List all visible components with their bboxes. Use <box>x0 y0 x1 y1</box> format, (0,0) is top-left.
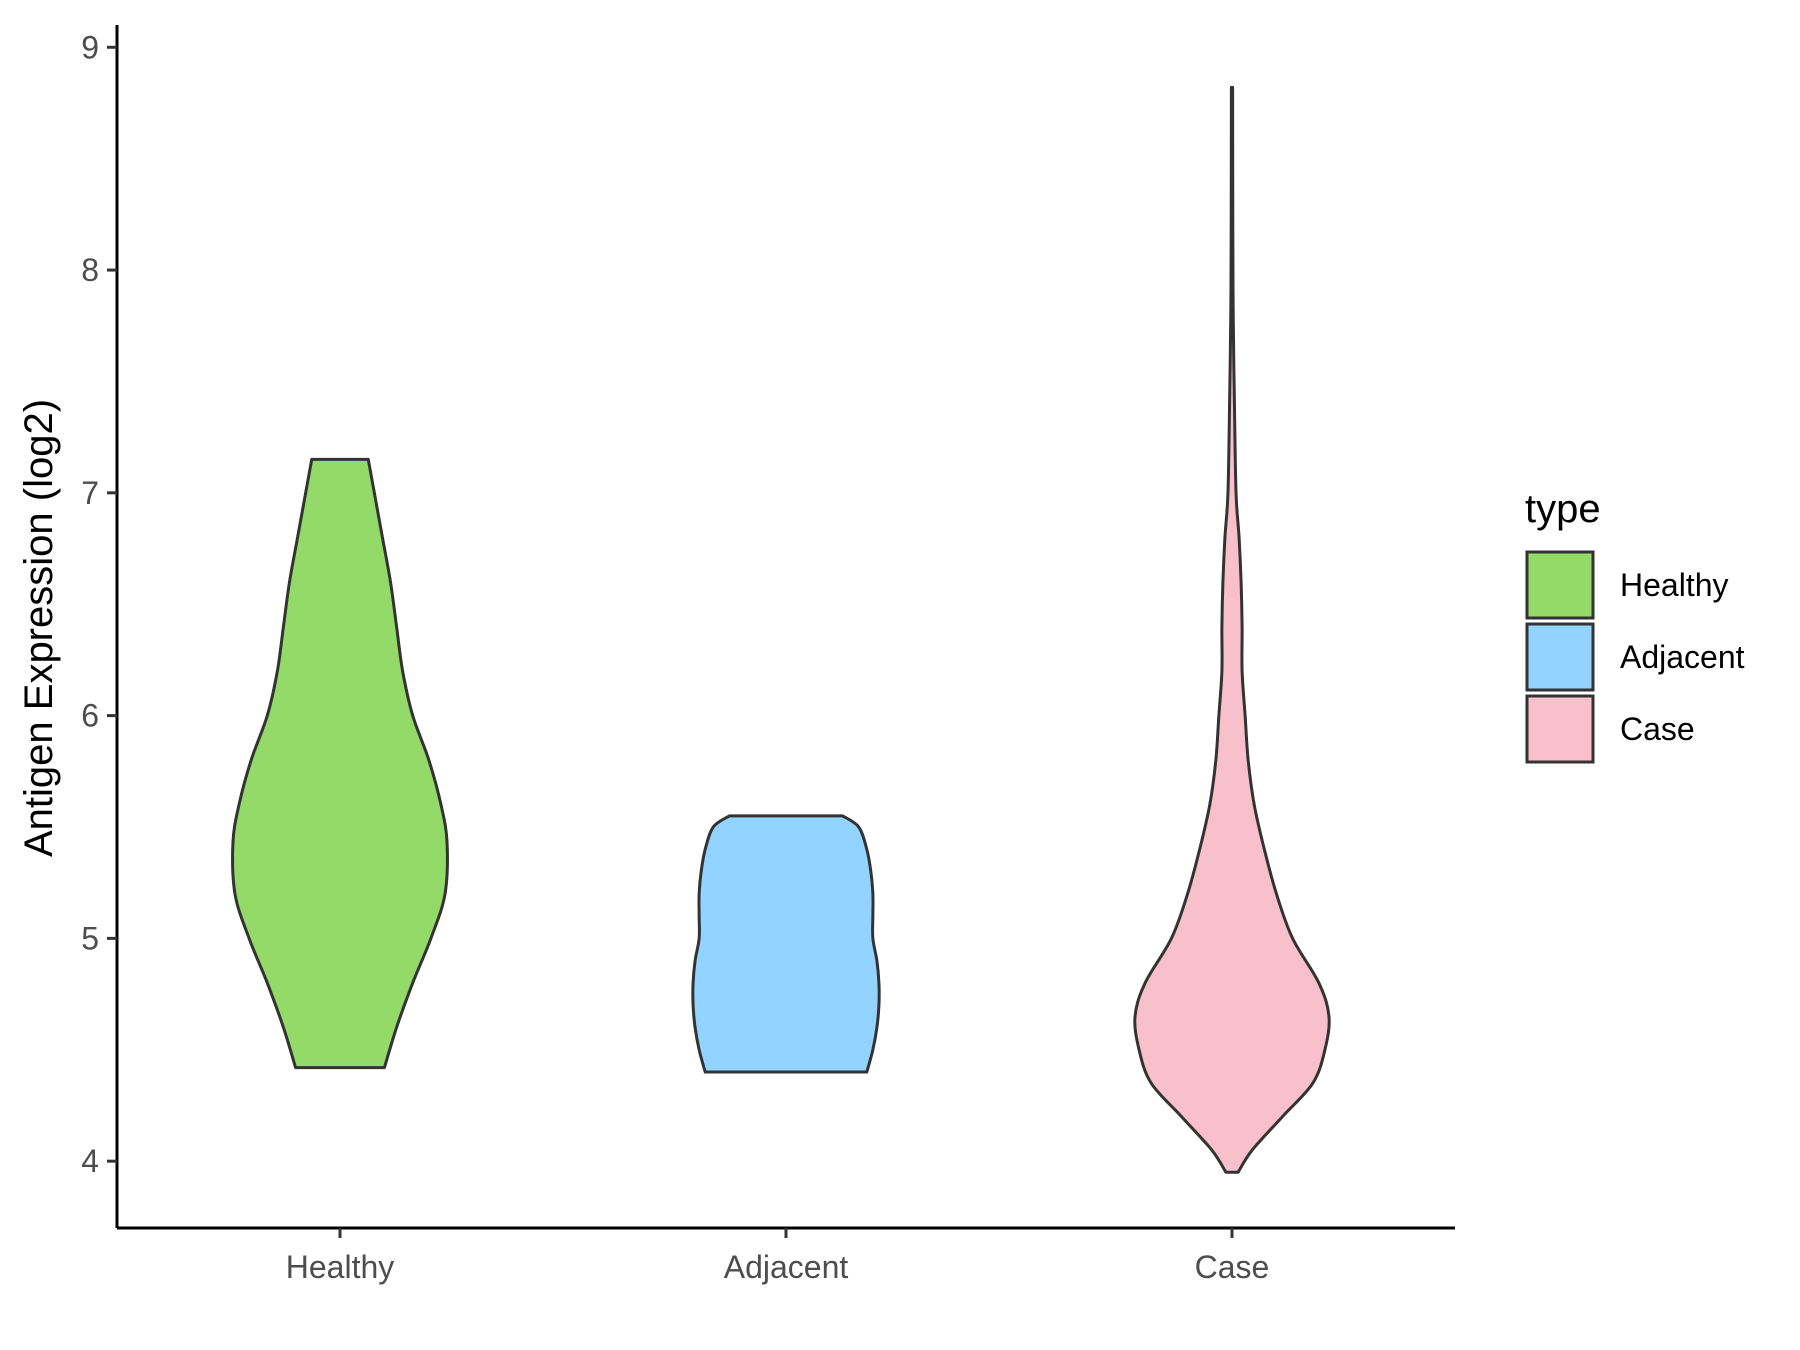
legend: type Healthy Adjacent Case <box>1525 487 1745 764</box>
y-tick-label: 9 <box>81 29 99 65</box>
legend-entries: Healthy Adjacent Case <box>1525 550 1745 764</box>
x-ticks: Healthy Adjacent Case <box>286 1228 1270 1285</box>
axes-layer: 4 5 6 7 8 9 Healthy Adjacent Case <box>81 25 1455 1285</box>
y-tick-label: 5 <box>81 920 99 956</box>
legend-label-adjacent: Adjacent <box>1620 639 1745 675</box>
y-tick-label: 4 <box>81 1143 99 1179</box>
legend-label-healthy: Healthy <box>1620 567 1729 603</box>
y-tick-label: 6 <box>81 698 99 734</box>
legend-key-case <box>1525 694 1595 764</box>
y-tick-label: 7 <box>81 475 99 511</box>
legend-key-healthy <box>1525 550 1595 620</box>
violin-healthy <box>231 457 449 1070</box>
x-tick-label-adjacent: Adjacent <box>724 1249 849 1285</box>
legend-label-case: Case <box>1620 711 1695 747</box>
legend-title: type <box>1525 487 1601 531</box>
violin-layer <box>231 85 1331 1174</box>
x-tick-label-case: Case <box>1195 1249 1270 1285</box>
y-tick-label: 8 <box>81 252 99 288</box>
violin-case <box>1133 85 1331 1174</box>
x-tick-label-healthy: Healthy <box>286 1249 395 1285</box>
legend-key-adjacent <box>1525 622 1595 692</box>
violin-adjacent <box>691 814 881 1074</box>
y-ticks: 4 5 6 7 8 9 <box>81 29 117 1179</box>
y-axis-title: Antigen Expression (log2) <box>17 399 61 857</box>
